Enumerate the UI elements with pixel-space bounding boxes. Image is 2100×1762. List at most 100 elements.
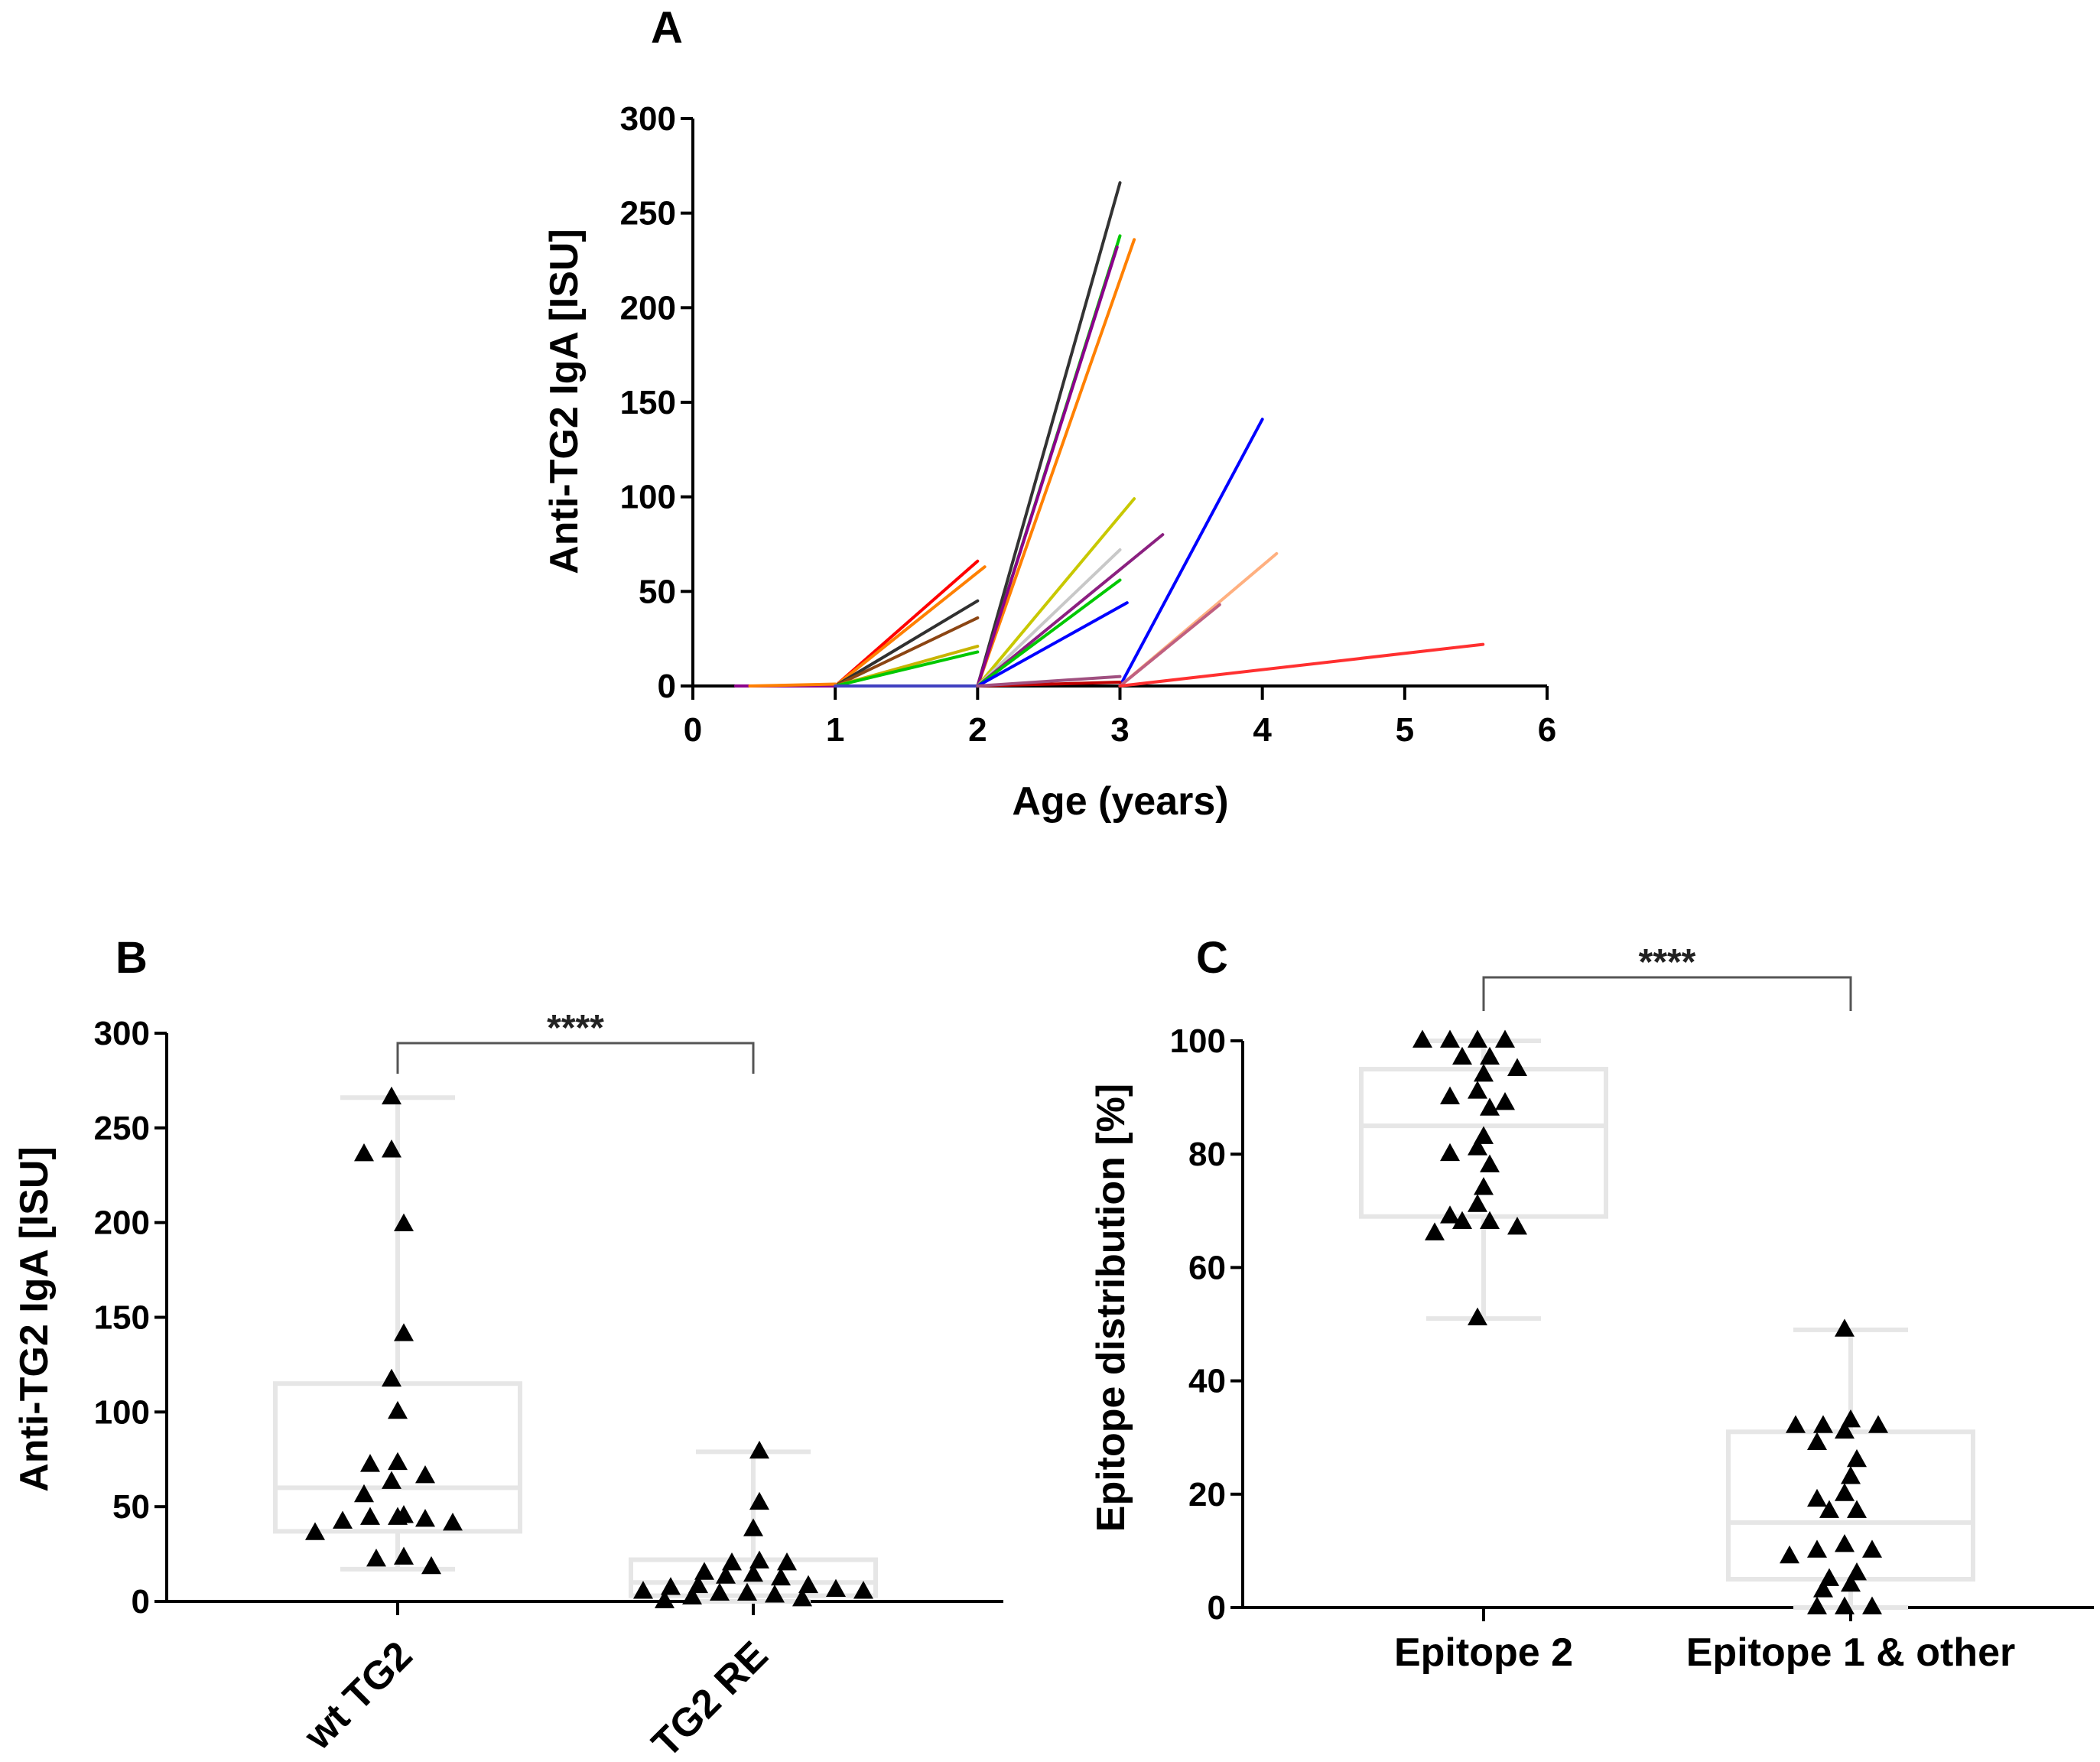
data-point-triangle xyxy=(682,1586,702,1604)
data-point-triangle xyxy=(1425,1222,1445,1240)
data-point-triangle xyxy=(1468,1137,1487,1156)
panel-b-box-plot: B 0 50 100 150 200 250 300 wt TG2 TG2 RE **** An… xyxy=(12,933,1003,1762)
panel-b-y-tick-label: 150 xyxy=(94,1299,150,1337)
series-line-s14 xyxy=(976,578,1122,688)
data-point-triangle xyxy=(1474,1177,1494,1195)
panel-a-x-tick-label: 5 xyxy=(1396,711,1414,749)
panel-b-significance: **** xyxy=(396,1008,755,1074)
series-line-s11 xyxy=(976,497,1136,688)
data-point-triangle xyxy=(853,1581,873,1599)
data-point-triangle xyxy=(1819,1500,1839,1518)
data-point-triangle xyxy=(655,1590,675,1608)
series-line-s9 xyxy=(976,238,1136,688)
significance-bracket xyxy=(1482,976,1852,1011)
panel-a-letter: A xyxy=(651,3,683,53)
panel-a-x-tick-label: 6 xyxy=(1538,711,1556,749)
data-point-triangle xyxy=(1440,1029,1460,1048)
data-point-triangle xyxy=(722,1552,742,1571)
panel-c-points xyxy=(1412,1029,1888,1614)
data-point-triangle xyxy=(1440,1086,1460,1104)
data-point-triangle xyxy=(1841,1573,1861,1592)
data-point-triangle xyxy=(1452,1046,1472,1065)
series-line-s3 xyxy=(834,599,980,688)
panel-a-x-tick-label: 4 xyxy=(1253,711,1272,749)
data-point-triangle xyxy=(1868,1415,1888,1433)
data-point-triangle xyxy=(1412,1029,1432,1048)
panel-c-y-tick-label: 60 xyxy=(1188,1249,1226,1286)
data-point-triangle xyxy=(1841,1466,1861,1484)
data-point-triangle xyxy=(661,1577,681,1595)
panel-c-significance: **** xyxy=(1482,942,1852,1011)
data-point-triangle xyxy=(771,1567,791,1586)
data-point-triangle xyxy=(1468,1194,1487,1212)
panel-a-x-tick-label: 3 xyxy=(1110,711,1129,749)
data-point-triangle xyxy=(1835,1318,1855,1337)
data-point-triangle xyxy=(1835,1596,1855,1614)
data-point-triangle xyxy=(415,1465,435,1484)
data-point-triangle xyxy=(360,1454,380,1472)
data-point-triangle xyxy=(710,1582,730,1601)
data-point-triangle xyxy=(394,1546,414,1565)
data-point-triangle xyxy=(792,1588,812,1607)
data-point-triangle xyxy=(1835,1533,1855,1552)
data-point-triangle xyxy=(743,1518,763,1536)
data-point-triangle xyxy=(1813,1579,1833,1598)
data-point-triangle xyxy=(716,1565,736,1584)
panel-c-y-tick-label: 0 xyxy=(1208,1589,1226,1627)
data-point-triangle xyxy=(688,1575,708,1594)
data-point-triangle xyxy=(382,1471,401,1489)
series-line-s24 xyxy=(976,675,1122,688)
data-point-triangle xyxy=(333,1510,353,1529)
panel-c-boxes xyxy=(1359,1039,1975,1610)
panel-a-y-tick-label: 300 xyxy=(620,100,676,138)
data-point-triangle xyxy=(743,1563,763,1582)
data-point-triangle xyxy=(388,1452,408,1471)
data-point-triangle xyxy=(382,1139,401,1158)
series-line-s10 xyxy=(976,245,1119,688)
data-point-triangle xyxy=(415,1508,435,1527)
data-point-triangle xyxy=(1474,1063,1494,1082)
significance-stars: **** xyxy=(1639,942,1696,983)
panel-c-letter: C xyxy=(1196,933,1228,983)
panel-a-x-axis-title: Age (years) xyxy=(1012,779,1228,824)
data-point-triangle xyxy=(1835,1483,1855,1501)
series-line-s18 xyxy=(1118,603,1221,688)
panel-a-x-tick-label: 1 xyxy=(826,711,844,749)
data-point-triangle xyxy=(749,1491,769,1510)
data-point-triangle xyxy=(360,1507,380,1525)
panel-c-y-axis-title: Epitope distribution [%] xyxy=(1089,1084,1133,1532)
data-point-triangle xyxy=(1468,1081,1487,1099)
data-point-triangle xyxy=(1807,1539,1827,1558)
data-point-triangle xyxy=(826,1578,846,1598)
significance-bracket xyxy=(396,1042,755,1074)
series-line-s21 xyxy=(748,682,837,688)
data-point-triangle xyxy=(1807,1432,1827,1451)
box-iqr xyxy=(1726,1429,1975,1582)
data-point-triangle xyxy=(694,1562,714,1580)
data-point-triangle xyxy=(1862,1596,1882,1614)
panel-a-y-tick-label: 50 xyxy=(639,573,676,610)
series-line-s12 xyxy=(976,548,1122,688)
data-point-triangle xyxy=(394,1213,414,1232)
data-point-triangle xyxy=(421,1556,441,1575)
data-point-triangle xyxy=(1452,1211,1472,1230)
panel-a-y-tick-label: 150 xyxy=(620,384,676,421)
data-point-triangle xyxy=(443,1512,463,1531)
data-point-triangle xyxy=(749,1550,769,1569)
series-line-s7 xyxy=(976,181,1122,688)
significance-stars: **** xyxy=(547,1008,604,1048)
data-point-triangle xyxy=(1847,1448,1867,1468)
data-point-triangle xyxy=(1786,1415,1806,1433)
data-point-triangle xyxy=(1480,1154,1500,1172)
data-point-triangle xyxy=(388,1400,408,1419)
panel-a-y-tick-label: 0 xyxy=(658,668,676,705)
data-point-triangle xyxy=(1780,1545,1799,1564)
series-line-s19 xyxy=(1118,642,1485,688)
panel-b-y-tick-label: 200 xyxy=(94,1204,150,1242)
data-point-triangle xyxy=(749,1440,769,1459)
panel-a-x-tick-label: 0 xyxy=(684,711,702,749)
data-point-triangle xyxy=(1507,1217,1527,1235)
series-line-s16 xyxy=(1118,418,1264,688)
data-point-triangle xyxy=(1495,1092,1515,1110)
data-point-triangle xyxy=(1495,1029,1515,1048)
